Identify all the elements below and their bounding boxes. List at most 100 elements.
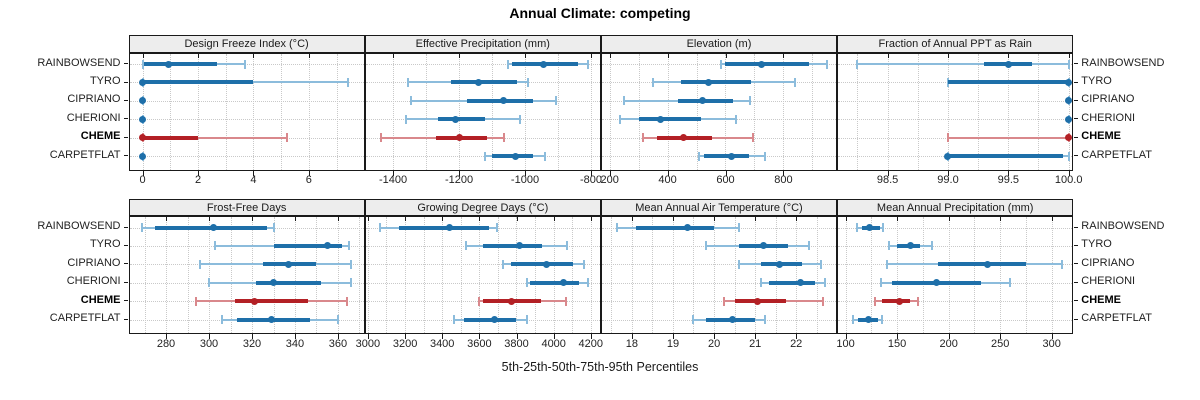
whisker-cap — [618, 114, 621, 124]
site-label-right-carpetflat: CARPETFLAT — [1081, 148, 1152, 161]
gridline-vertical — [144, 217, 146, 333]
median-dot — [165, 60, 173, 68]
x-axis-top-tick — [673, 217, 674, 221]
gridline-vertical — [590, 53, 592, 170]
whisker-cap — [525, 315, 528, 325]
interval-25th-75th — [256, 280, 321, 285]
site-label-left-cherioni: CHERIONI — [66, 275, 121, 288]
site-label-left-tyro: TYRO — [89, 75, 121, 87]
whisker-cap — [195, 296, 198, 306]
x-tick-label: 99.5 — [997, 174, 1020, 186]
gridline-vertical — [725, 53, 727, 170]
gridline-vertical — [225, 53, 227, 170]
x-axis-tick — [308, 170, 310, 176]
whisker-cap — [586, 278, 589, 288]
x-axis-top-tick — [516, 217, 518, 221]
whisker-cap — [336, 315, 339, 325]
x-axis-tick — [948, 333, 950, 339]
x-axis-tick — [673, 333, 674, 339]
whisker-cap — [819, 259, 822, 269]
x-tick-label: 18 — [625, 337, 639, 350]
median-dot — [698, 97, 706, 105]
x-tick-label: -1400 — [379, 174, 408, 186]
x-axis-top-tick — [337, 217, 339, 221]
gridline-vertical — [337, 217, 339, 333]
median-dot — [139, 97, 146, 105]
gridline-row — [838, 227, 1073, 229]
interval-5th-95th — [857, 63, 1069, 65]
site-label-right-cipriano: CIPRIANO — [1081, 256, 1135, 269]
x-axis-tick — [393, 170, 395, 176]
gridline-vertical — [273, 217, 275, 333]
whisker-cap — [527, 77, 530, 87]
interval-25th-75th — [530, 280, 579, 285]
gridline-vertical — [142, 53, 144, 170]
x-axis-tick — [845, 333, 847, 339]
gridline-vertical — [611, 217, 613, 333]
gridline-vertical — [460, 217, 462, 333]
x-axis-tick — [198, 170, 199, 176]
x-axis-top-tick — [948, 53, 949, 58]
whisker-cap — [825, 59, 828, 69]
site-axis-tick-left — [124, 226, 128, 228]
whisker-cap — [698, 151, 701, 161]
x-tick-label: -1000 — [510, 174, 540, 186]
interval-25th-75th — [938, 262, 1026, 267]
interval-25th-75th — [234, 299, 308, 304]
gridline-row — [129, 119, 364, 121]
x-axis-top-tick — [591, 53, 592, 58]
x-axis-tick — [590, 333, 592, 339]
whisker-cap — [346, 77, 349, 87]
gridline-vertical — [308, 53, 310, 170]
gridline-vertical — [359, 217, 361, 333]
whisker-cap — [453, 315, 456, 325]
whisker-cap — [874, 296, 877, 306]
median-dot — [446, 224, 454, 231]
gridline-vertical — [783, 53, 785, 170]
x-axis-top-tick — [525, 53, 526, 58]
whisker-cap — [406, 77, 409, 87]
x-tick-label: 99.0 — [937, 174, 959, 186]
x-tick-label: 100 — [836, 337, 855, 350]
gridline-vertical — [1038, 53, 1040, 170]
site-label-right-rainbowsend: RAINBOWSEND — [1081, 220, 1165, 232]
x-tick-label: 100.0 — [1054, 174, 1083, 186]
gridline-vertical — [281, 53, 283, 170]
median-dot — [511, 152, 519, 160]
gridline-vertical — [1025, 217, 1027, 333]
whisker-cap — [879, 278, 882, 288]
x-axis-top-tick — [590, 217, 592, 221]
site-axis-tick-right — [1074, 155, 1079, 157]
median-dot — [1065, 97, 1073, 105]
gridline-vertical — [294, 217, 296, 333]
whisker-cap — [478, 296, 481, 306]
median-dot — [683, 224, 691, 231]
gridline-vertical — [693, 217, 695, 333]
x-axis-top-tick — [442, 217, 444, 221]
x-axis-top-tick — [631, 217, 633, 221]
gridline-vertical — [672, 217, 674, 333]
panel-elevation-m — [600, 52, 838, 171]
x-axis-tick — [253, 170, 255, 176]
gridline-vertical — [947, 53, 949, 170]
gridline-vertical — [812, 53, 814, 170]
x-tick-label: 3400 — [429, 337, 455, 350]
site-axis-tick-right — [1074, 226, 1079, 228]
site-axis-tick-right — [1074, 99, 1079, 101]
whisker-cap — [885, 259, 888, 269]
x-tick-label: 300 — [1042, 337, 1061, 350]
whisker-cap — [220, 315, 223, 325]
whisker-cap — [880, 315, 883, 325]
x-axis-tick — [553, 333, 555, 339]
whisker-cap — [737, 223, 740, 232]
interval-25th-75th — [680, 80, 752, 85]
panel-strip-1: Effective Precipitation (mm) — [364, 35, 601, 53]
whisker-cap — [285, 133, 288, 143]
median-dot — [1004, 60, 1012, 68]
median-dot — [560, 279, 568, 287]
whisker-cap — [946, 133, 949, 143]
gridline-vertical — [459, 53, 461, 170]
x-axis-top-tick — [725, 53, 727, 58]
site-axis-tick-right — [1074, 244, 1079, 246]
